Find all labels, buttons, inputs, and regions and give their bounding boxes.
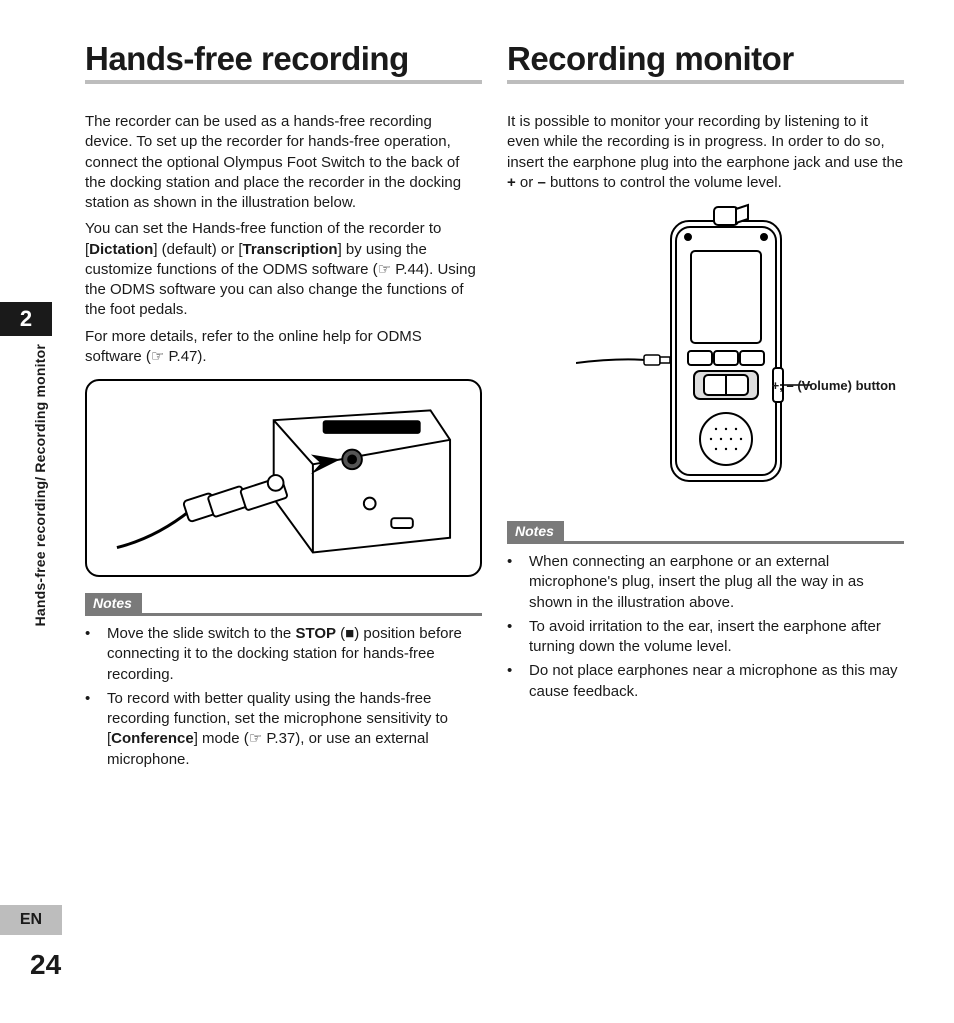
note-item: • To record with better quality using th… <box>85 689 482 770</box>
notes-badge: Notes <box>85 593 142 613</box>
docking-svg <box>87 381 480 575</box>
heading-monitor: Recording monitor <box>507 40 904 84</box>
illustration-docking <box>85 379 482 577</box>
para-monitor: It is possible to monitor your recording… <box>507 112 904 193</box>
callout-volume: +, – (Volume) button <box>772 378 896 393</box>
note-item: •To avoid irritation to the ear, insert … <box>507 617 904 658</box>
illustration-recorder: +, – (Volume) button <box>507 203 904 493</box>
para-intro: The recorder can be used as a hands-free… <box>85 112 482 213</box>
para-modes: You can set the Hands-free function of t… <box>85 219 482 320</box>
notes-badge: Notes <box>507 521 564 541</box>
page-body: Hands-free recording The recorder can be… <box>0 0 954 1023</box>
notes-block-right: Notes •When connecting an earphone or an… <box>507 511 904 702</box>
notes-block-left: Notes • Move the slide switch to the STO… <box>85 583 482 770</box>
recorder-svg <box>576 203 836 493</box>
left-column: Hands-free recording The recorder can be… <box>85 40 482 774</box>
note-item: •Do not place earphones near a microphon… <box>507 661 904 702</box>
para-help: For more details, refer to the online he… <box>85 327 482 368</box>
heading-hands-free: Hands-free recording <box>85 40 482 84</box>
note-item: • Move the slide switch to the STOP (■) … <box>85 624 482 685</box>
note-item: •When connecting an earphone or an exter… <box>507 552 904 613</box>
right-column: Recording monitor It is possible to moni… <box>507 40 904 774</box>
